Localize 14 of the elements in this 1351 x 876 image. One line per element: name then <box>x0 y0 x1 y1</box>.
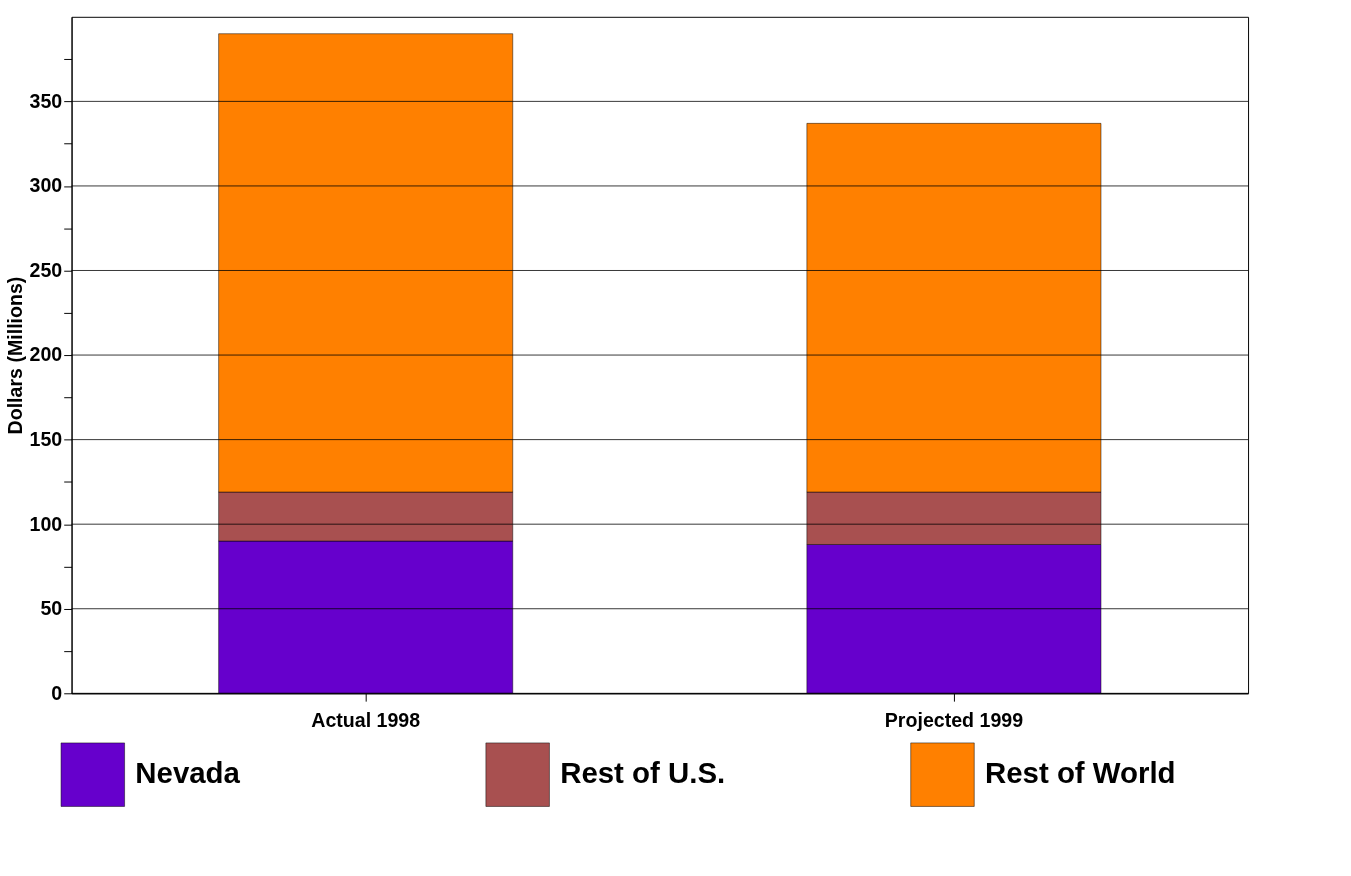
y-tick-label: 250 <box>29 258 63 281</box>
y-tick-label: 150 <box>29 427 63 450</box>
y-tick-label: 50 <box>40 597 63 620</box>
y-axis-title: Dollars (Millions) <box>3 276 26 435</box>
legend-label: Rest of U.S. <box>560 756 726 790</box>
y-tick-label: 300 <box>29 174 63 197</box>
x-tick-label: Projected 1999 <box>884 709 1024 732</box>
y-tick-label: 0 <box>51 681 63 704</box>
legend-label: Nevada <box>135 756 241 790</box>
x-tick-label: Actual 1998 <box>311 709 421 732</box>
legend-label: Rest of World <box>984 756 1176 790</box>
y-tick-label: 350 <box>29 89 63 112</box>
y-tick-label: 200 <box>29 343 63 366</box>
y-tick-label: 100 <box>29 512 63 535</box>
